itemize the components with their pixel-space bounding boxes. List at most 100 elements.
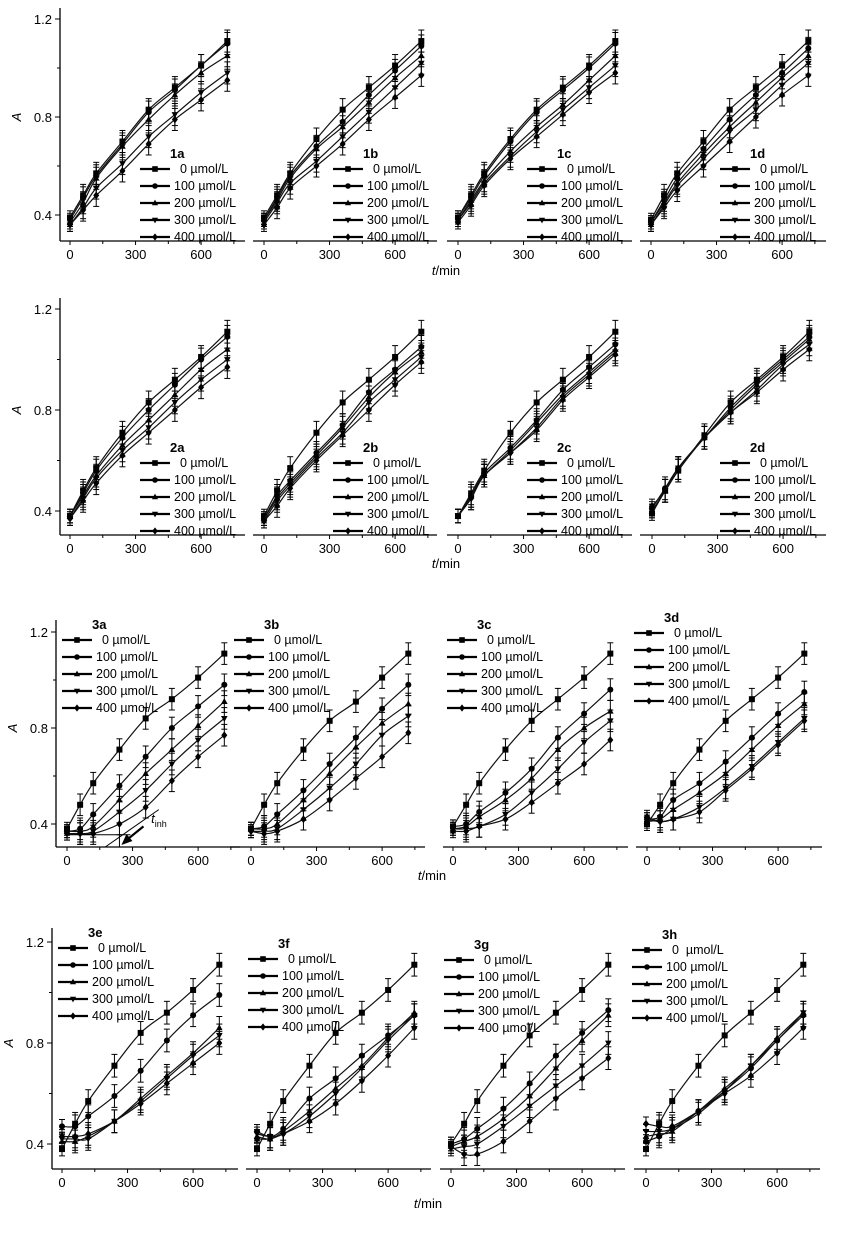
data-point xyxy=(274,827,281,836)
data-point xyxy=(418,328,425,335)
data-point xyxy=(195,703,202,710)
legend-label: 400 µmol/L xyxy=(174,524,236,538)
data-point xyxy=(500,1062,507,1069)
data-point xyxy=(800,961,807,968)
x-tick-label: 0 xyxy=(66,541,73,556)
data-point xyxy=(605,961,612,968)
legend-marker xyxy=(246,704,252,712)
legend-label: 200 µmol/L xyxy=(666,977,728,991)
x-tick-label: 300 xyxy=(122,853,144,868)
y-tick-label: 1.2 xyxy=(30,625,48,640)
data-point xyxy=(586,373,593,382)
data-point xyxy=(163,1079,170,1088)
data-point xyxy=(142,753,149,760)
data-point xyxy=(358,1076,365,1085)
data-point xyxy=(119,167,126,175)
data-point xyxy=(411,1023,418,1032)
data-point xyxy=(190,1059,197,1068)
panel-label: 3g xyxy=(474,937,489,952)
data-point xyxy=(528,798,535,807)
data-point xyxy=(605,1011,612,1018)
legend-marker xyxy=(73,670,81,677)
panel-label: 1d xyxy=(750,146,765,161)
x-tick-label: 600 xyxy=(573,853,595,868)
data-point xyxy=(405,728,412,737)
legend-label: 200 µmol/L xyxy=(478,987,540,1001)
data-point xyxy=(392,380,399,389)
data-point xyxy=(392,93,399,102)
x-tick-label: 0 xyxy=(247,853,254,868)
data-point xyxy=(332,1099,339,1108)
legend-label: 300 µmol/L xyxy=(478,1004,540,1018)
data-point xyxy=(405,713,412,720)
data-point xyxy=(261,220,267,229)
data-point xyxy=(198,95,205,104)
legend-marker xyxy=(69,978,77,985)
data-point xyxy=(661,203,668,212)
legend-label: 0 µmol/L xyxy=(274,633,322,647)
arrow-head xyxy=(121,834,133,845)
legend-label: 300 µmol/L xyxy=(754,507,816,521)
legend-label: 0 µmol/L xyxy=(180,162,228,176)
data-point xyxy=(753,388,760,397)
legend-label: 100 µmol/L xyxy=(478,970,540,984)
legend: 2a0 µmol/L 100 µmol/L 200 µmol/L 300 µmol/L… xyxy=(140,440,236,538)
data-point xyxy=(274,780,281,787)
data-point xyxy=(248,827,254,836)
data-point xyxy=(581,760,588,768)
y-axis-title: A xyxy=(9,113,24,123)
x-tick-label: 0 xyxy=(63,853,70,868)
legend-marker xyxy=(70,962,76,968)
x-tick-label: 600 xyxy=(571,1175,593,1190)
data-point xyxy=(418,71,425,80)
legend-label: 400 µmol/L xyxy=(282,1020,344,1034)
legend-marker xyxy=(732,233,738,241)
x-tick-label: 300 xyxy=(319,541,341,556)
legend-label: 200 µmol/L xyxy=(561,196,623,210)
data-point xyxy=(197,69,205,76)
legend-marker xyxy=(459,654,465,660)
x-tick-label: 600 xyxy=(377,1175,399,1190)
legend-marker xyxy=(151,493,159,500)
panel-1c: 0 300 600 1c0 µmol/L 100 µmol/L 200 µmol/L 300… xyxy=(447,29,632,262)
legend-label: 0 µmol/L xyxy=(760,162,808,176)
panel-label: 3b xyxy=(264,617,279,632)
data-point xyxy=(306,1062,313,1069)
data-point xyxy=(607,686,614,693)
data-point xyxy=(722,717,729,724)
t-inh-annotation: tinh xyxy=(67,809,167,848)
x-tick-label: 600 xyxy=(772,541,794,556)
legend-marker xyxy=(458,670,466,677)
legend: 1c0 µmol/L 100 µmol/L 200 µmol/L 300 µmol/L… xyxy=(527,146,623,244)
legend: 3d0 µmol/L 100 µmol/L 200 µmol/L 300 µmol/L… xyxy=(634,610,730,708)
data-point xyxy=(352,761,360,768)
data-point xyxy=(145,428,152,437)
legend-marker xyxy=(644,947,650,953)
data-point xyxy=(805,60,812,67)
data-point xyxy=(59,1123,65,1130)
legend-label: 100 µmol/L xyxy=(481,650,543,664)
legend-marker xyxy=(646,697,652,705)
legend-marker xyxy=(731,511,739,518)
panel-3b: 0 300 600 3b0 µmol/L 100 µmol/L 200 µmol/L 300… xyxy=(230,617,425,868)
data-point xyxy=(216,961,223,968)
data-point xyxy=(586,88,593,97)
legend-label: 0 µmol/L xyxy=(288,952,336,966)
legend-marker xyxy=(538,493,546,500)
data-point xyxy=(559,87,566,94)
legend-marker xyxy=(645,681,653,688)
legend-marker xyxy=(69,996,77,1003)
data-point xyxy=(748,764,755,773)
data-point xyxy=(801,650,808,657)
data-point xyxy=(507,429,514,436)
data-point xyxy=(168,746,176,752)
legend-marker xyxy=(259,1007,267,1014)
panel-2c: 0 300 600 2c0 µmol/L 100 µmol/L 200 µmol/L 300… xyxy=(447,319,632,556)
data-point xyxy=(643,1119,649,1128)
data-point xyxy=(142,788,149,794)
data-point xyxy=(339,106,346,113)
data-point xyxy=(552,1083,560,1090)
legend-label: 200 µmol/L xyxy=(174,490,236,504)
y-axis-title: A xyxy=(1,1039,16,1049)
data-point xyxy=(195,752,202,761)
